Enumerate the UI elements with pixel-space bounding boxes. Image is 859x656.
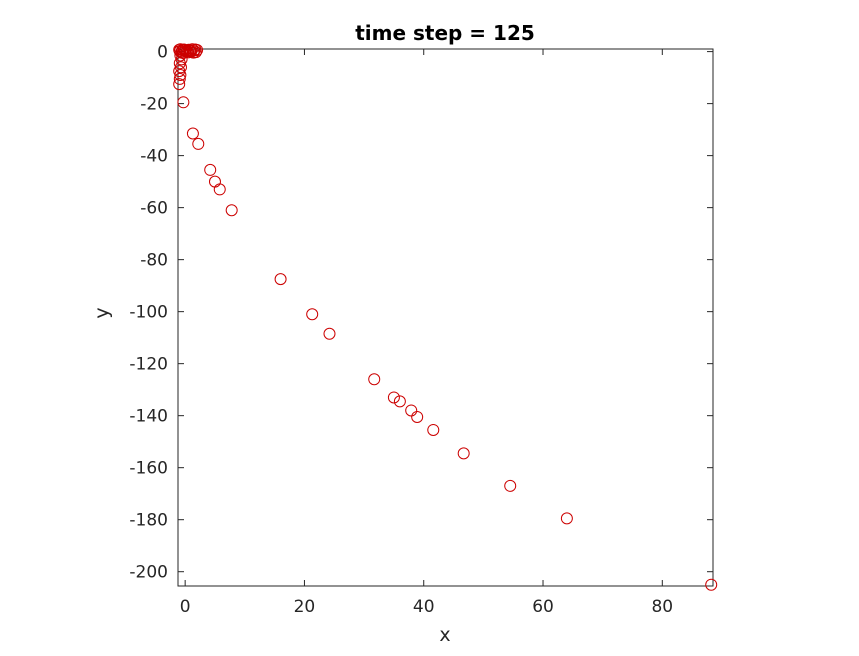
y-tick-label: -160 [129, 459, 168, 479]
data-point [189, 43, 202, 56]
y-tick-label: -180 [129, 511, 168, 531]
x-tick-label: 20 [294, 597, 316, 617]
data-point [393, 395, 406, 408]
data-point [504, 479, 517, 492]
y-tick-label: -40 [140, 147, 168, 167]
data-point [204, 163, 217, 176]
y-tick-label: -80 [140, 251, 168, 271]
data-point [405, 404, 418, 417]
x-axis: 0 20 40 60 80 [180, 49, 673, 617]
data-point [173, 72, 186, 85]
data-point [387, 391, 400, 404]
data-point [427, 423, 440, 436]
data-point [411, 410, 424, 423]
data-point [705, 578, 718, 591]
data-point [368, 373, 381, 386]
data-point [306, 308, 319, 321]
y-tick-label: -60 [140, 199, 168, 219]
x-tick-label: 40 [413, 597, 435, 617]
y-tick-label: 0 [157, 43, 168, 63]
y-tick-label: -20 [140, 95, 168, 115]
data-point [186, 127, 199, 140]
x-tick-label: 60 [532, 597, 554, 617]
x-axis-label: x [439, 624, 450, 646]
y-axis-label: y [91, 307, 113, 318]
data-series [173, 43, 718, 591]
y-tick-label: -200 [129, 563, 168, 583]
data-point [457, 447, 470, 460]
x-tick-label: 0 [180, 597, 191, 617]
data-point [323, 327, 336, 340]
y-axis: 0 -20 -40 -60 -80 -100 -120 -140 -160 -180 -200 [129, 43, 713, 583]
data-point [560, 512, 573, 525]
data-point [213, 183, 226, 196]
data-point [274, 273, 287, 286]
data-point [192, 137, 205, 150]
data-point [173, 78, 186, 91]
data-point [174, 69, 187, 82]
data-point [177, 96, 190, 109]
y-tick-label: -140 [129, 407, 168, 427]
chart-title: time step = 125 [355, 21, 535, 45]
data-point [225, 204, 238, 217]
data-point [183, 44, 196, 57]
y-tick-label: -120 [129, 355, 168, 375]
plot-area [177, 48, 714, 587]
y-tick-label: -100 [129, 303, 168, 323]
x-tick-label: 80 [651, 597, 673, 617]
